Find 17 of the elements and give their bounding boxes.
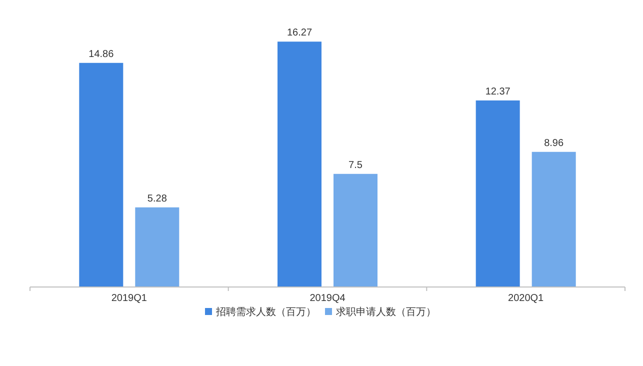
bar	[532, 152, 576, 287]
bar	[278, 42, 322, 287]
legend-label: 求职申请人数（百万）	[336, 306, 436, 318]
data-label: 8.96	[544, 138, 564, 149]
data-label: 14.86	[88, 48, 114, 60]
data-label: 16.27	[286, 28, 312, 39]
bar	[79, 62, 124, 287]
data-label: 7.5	[348, 160, 363, 171]
data-label: 12.37	[485, 86, 511, 98]
x-tick-label: 2019Q1	[111, 293, 148, 304]
bar	[135, 207, 180, 287]
x-tick-label: 2020Q1	[508, 293, 544, 304]
legend-label: 招聘需求人数（百万）	[215, 306, 316, 318]
x-tick-label: 2019Q4	[310, 293, 346, 304]
bar	[334, 174, 378, 287]
bar	[476, 100, 520, 287]
data-label: 5.28	[147, 193, 168, 204]
